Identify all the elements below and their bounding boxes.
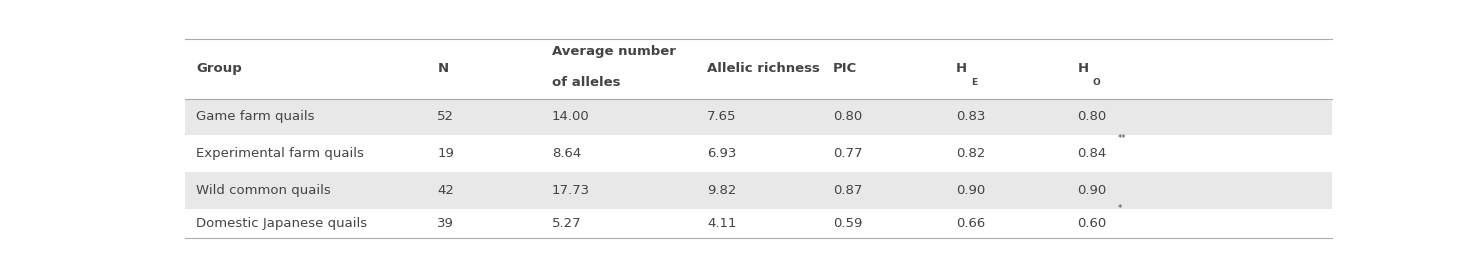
- Text: O: O: [1092, 78, 1100, 87]
- Text: 0.80: 0.80: [833, 110, 863, 123]
- Bar: [185, 209, 1332, 238]
- Text: 42: 42: [438, 184, 454, 197]
- Text: 0.66: 0.66: [956, 217, 986, 230]
- Text: Game farm quails: Game farm quails: [197, 110, 315, 123]
- Text: 14.00: 14.00: [552, 110, 591, 123]
- Text: E: E: [971, 78, 977, 87]
- Text: 52: 52: [438, 110, 454, 123]
- Text: Average number: Average number: [552, 45, 676, 58]
- Bar: [185, 99, 1332, 135]
- Text: 0.87: 0.87: [833, 184, 863, 197]
- Text: 0.82: 0.82: [956, 147, 986, 160]
- Text: PIC: PIC: [833, 62, 857, 75]
- Text: of alleles: of alleles: [552, 76, 620, 89]
- Text: 0.60: 0.60: [1077, 217, 1107, 230]
- Text: 0.59: 0.59: [833, 217, 863, 230]
- Text: H: H: [956, 62, 966, 75]
- Bar: [185, 135, 1332, 172]
- Text: 6.93: 6.93: [707, 147, 736, 160]
- Text: 0.77: 0.77: [833, 147, 863, 160]
- Text: 17.73: 17.73: [552, 184, 591, 197]
- Text: Domestic Japanese quails: Domestic Japanese quails: [197, 217, 367, 230]
- Text: 4.11: 4.11: [707, 217, 737, 230]
- Bar: [185, 172, 1332, 209]
- Text: Allelic richness: Allelic richness: [707, 62, 820, 75]
- Text: 5.27: 5.27: [552, 217, 582, 230]
- Text: 7.65: 7.65: [707, 110, 737, 123]
- Text: Experimental farm quails: Experimental farm quails: [197, 147, 364, 160]
- Text: 9.82: 9.82: [707, 184, 736, 197]
- Text: 0.90: 0.90: [1077, 184, 1107, 197]
- Text: 0.80: 0.80: [1077, 110, 1107, 123]
- Text: *: *: [1117, 204, 1122, 213]
- Text: 39: 39: [438, 217, 454, 230]
- Text: 0.84: 0.84: [1077, 147, 1107, 160]
- Text: **: **: [1117, 134, 1126, 143]
- Text: H: H: [1077, 62, 1088, 75]
- Text: Wild common quails: Wild common quails: [197, 184, 332, 197]
- Text: N: N: [438, 62, 448, 75]
- Text: Group: Group: [197, 62, 243, 75]
- Text: 0.90: 0.90: [956, 184, 986, 197]
- Text: 19: 19: [438, 147, 454, 160]
- Text: 0.83: 0.83: [956, 110, 986, 123]
- Text: 8.64: 8.64: [552, 147, 582, 160]
